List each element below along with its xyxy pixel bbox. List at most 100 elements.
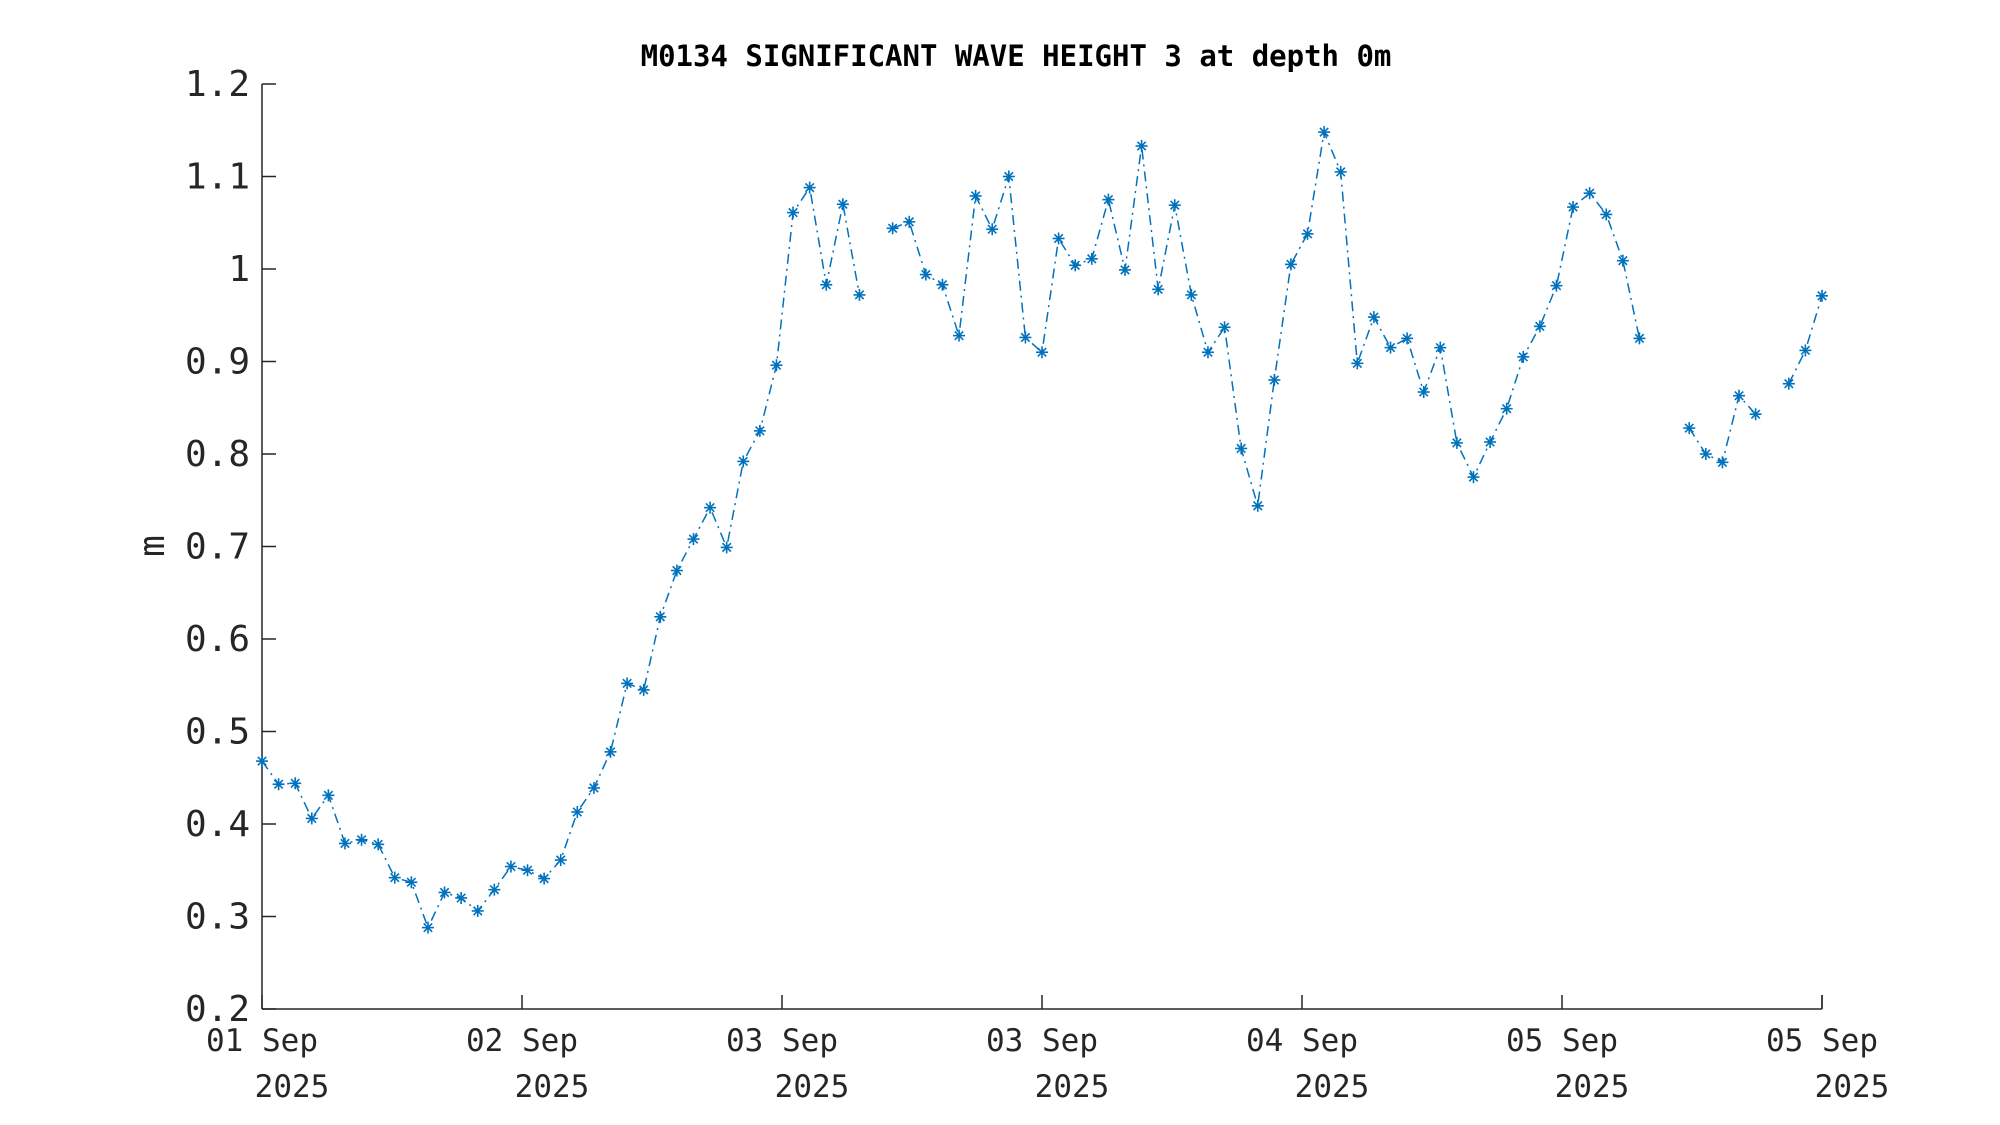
data-point — [421, 921, 434, 934]
data-point — [305, 812, 318, 825]
data-point — [1417, 386, 1430, 399]
y-tick-label: 1.2 — [185, 64, 250, 105]
data-point — [986, 223, 999, 236]
data-point — [405, 876, 418, 889]
data-point — [1517, 350, 1530, 363]
data-point — [438, 886, 451, 899]
data-point — [1019, 331, 1032, 344]
data-point — [338, 837, 351, 850]
data-point — [1533, 320, 1546, 333]
y-tick-label: 1.1 — [185, 157, 250, 198]
data-point — [753, 424, 766, 437]
x-tick-label-year: 2025 — [775, 1069, 850, 1105]
data-point — [1782, 377, 1795, 390]
x-tick-label-day: 01 Sep — [206, 1023, 318, 1059]
data-point — [936, 278, 949, 291]
x-tick-label-day: 04 Sep — [1246, 1023, 1358, 1059]
data-point — [654, 610, 667, 623]
data-point — [256, 755, 268, 768]
chart-title: M0134 SIGNIFICANT WAVE HEIGHT 3 at depth… — [641, 39, 1392, 73]
data-point — [704, 501, 717, 514]
data-point — [687, 533, 700, 546]
data-point — [1716, 456, 1729, 469]
data-point — [289, 777, 302, 790]
data-point — [1002, 170, 1015, 183]
data-point — [737, 455, 750, 468]
y-tick-label: 0.7 — [185, 527, 250, 568]
data-point — [388, 871, 401, 884]
data-point — [1484, 435, 1497, 448]
y-tick-label: 0.2 — [185, 989, 250, 1030]
x-tick-label-day: 05 Sep — [1506, 1023, 1618, 1059]
data-point — [1367, 311, 1380, 324]
data-point — [1318, 126, 1331, 139]
data-point — [836, 198, 849, 211]
x-tick-label-day: 03 Sep — [726, 1023, 838, 1059]
data-point — [1334, 165, 1347, 178]
data-point — [1218, 321, 1231, 334]
data-point — [886, 222, 899, 235]
data-point — [604, 745, 617, 758]
data-point — [1600, 208, 1613, 221]
data-point — [1185, 288, 1198, 301]
data-point — [1500, 402, 1513, 415]
y-axis-label: m — [132, 535, 173, 557]
data-point — [355, 833, 368, 846]
data-point — [919, 268, 932, 281]
data-point — [903, 215, 916, 228]
data-point — [1633, 332, 1646, 345]
x-tick-label-year: 2025 — [255, 1069, 330, 1105]
data-point — [969, 189, 982, 202]
data-point — [1085, 252, 1098, 265]
data-point — [1550, 279, 1563, 292]
data-point — [272, 778, 285, 791]
x-tick-label-year: 2025 — [515, 1069, 590, 1105]
data-point — [1102, 193, 1115, 206]
data-point — [1434, 341, 1447, 354]
data-point — [621, 677, 634, 690]
data-point — [853, 288, 866, 301]
series-line — [1788, 295, 1823, 385]
data-point — [455, 892, 468, 904]
data-point — [1816, 289, 1828, 302]
data-point — [1401, 332, 1414, 345]
series-group — [256, 126, 1828, 934]
data-point — [554, 854, 567, 867]
data-point — [571, 805, 584, 818]
data-point — [1135, 139, 1148, 152]
y-ticks: 0.2 0.3 0.4 0.5 0.6 0.7 0.8 0.9 1 1.1 1.2 — [185, 64, 276, 1030]
data-point — [770, 359, 783, 372]
data-point — [720, 541, 733, 554]
data-point — [1699, 448, 1712, 460]
data-point — [587, 781, 600, 794]
data-point — [538, 872, 551, 885]
data-point — [1118, 263, 1131, 276]
y-tick-label: 0.3 — [185, 897, 250, 938]
x-tick-label-year: 2025 — [1295, 1069, 1370, 1105]
data-point — [322, 789, 335, 802]
data-point — [1467, 471, 1480, 484]
x-tick-label-year: 2025 — [1815, 1069, 1890, 1105]
y-tick-label: 0.5 — [185, 712, 250, 753]
series-line — [892, 129, 1641, 507]
series-line — [1688, 394, 1757, 464]
data-point — [1733, 389, 1746, 402]
x-tick-label-day: 05 Sep — [1766, 1023, 1878, 1059]
x-tick-label-day: 02 Sep — [466, 1023, 578, 1059]
data-point — [803, 181, 816, 194]
y-tick-label: 0.8 — [185, 434, 250, 475]
data-point — [488, 883, 501, 896]
data-point — [372, 838, 385, 851]
data-point — [1052, 232, 1065, 245]
data-point — [820, 278, 833, 291]
data-point — [1152, 283, 1165, 296]
y-tick-label: 0.9 — [185, 342, 250, 383]
x-tick-label-day: 03 Sep — [986, 1023, 1098, 1059]
data-point — [1168, 199, 1181, 212]
data-point — [1284, 258, 1297, 271]
data-point — [1268, 374, 1281, 386]
data-point — [471, 904, 484, 917]
data-point — [504, 860, 517, 873]
data-point — [1683, 422, 1696, 435]
